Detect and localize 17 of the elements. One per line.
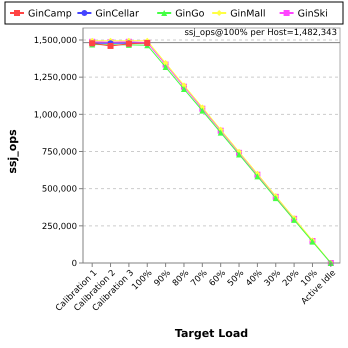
legend-label: GinMall	[230, 8, 266, 20]
y-tick-label: 1,000,000	[34, 110, 77, 120]
y-tick-label: 250,000	[42, 222, 77, 232]
point	[180, 86, 187, 92]
y-tick-label: 1,500,000	[34, 36, 77, 46]
y-tick-label: 500,000	[42, 184, 77, 195]
y-tick-label: 1,250,000	[34, 73, 77, 84]
x-axis-title: Target Load	[174, 327, 248, 340]
ref-line-label: ssj_ops@100% per Host=1,482,343	[184, 28, 337, 38]
point	[162, 64, 169, 70]
legend-label: GinSki	[298, 8, 328, 20]
y-tick-label: 750,000	[42, 147, 77, 158]
legend-label: GinGo	[175, 8, 205, 20]
legend-label: GinCellar	[95, 8, 139, 20]
legend-label: GinCamp	[28, 8, 72, 20]
y-axis-title: ssj_ops	[6, 128, 19, 174]
y-tick-label: 0	[72, 258, 77, 269]
